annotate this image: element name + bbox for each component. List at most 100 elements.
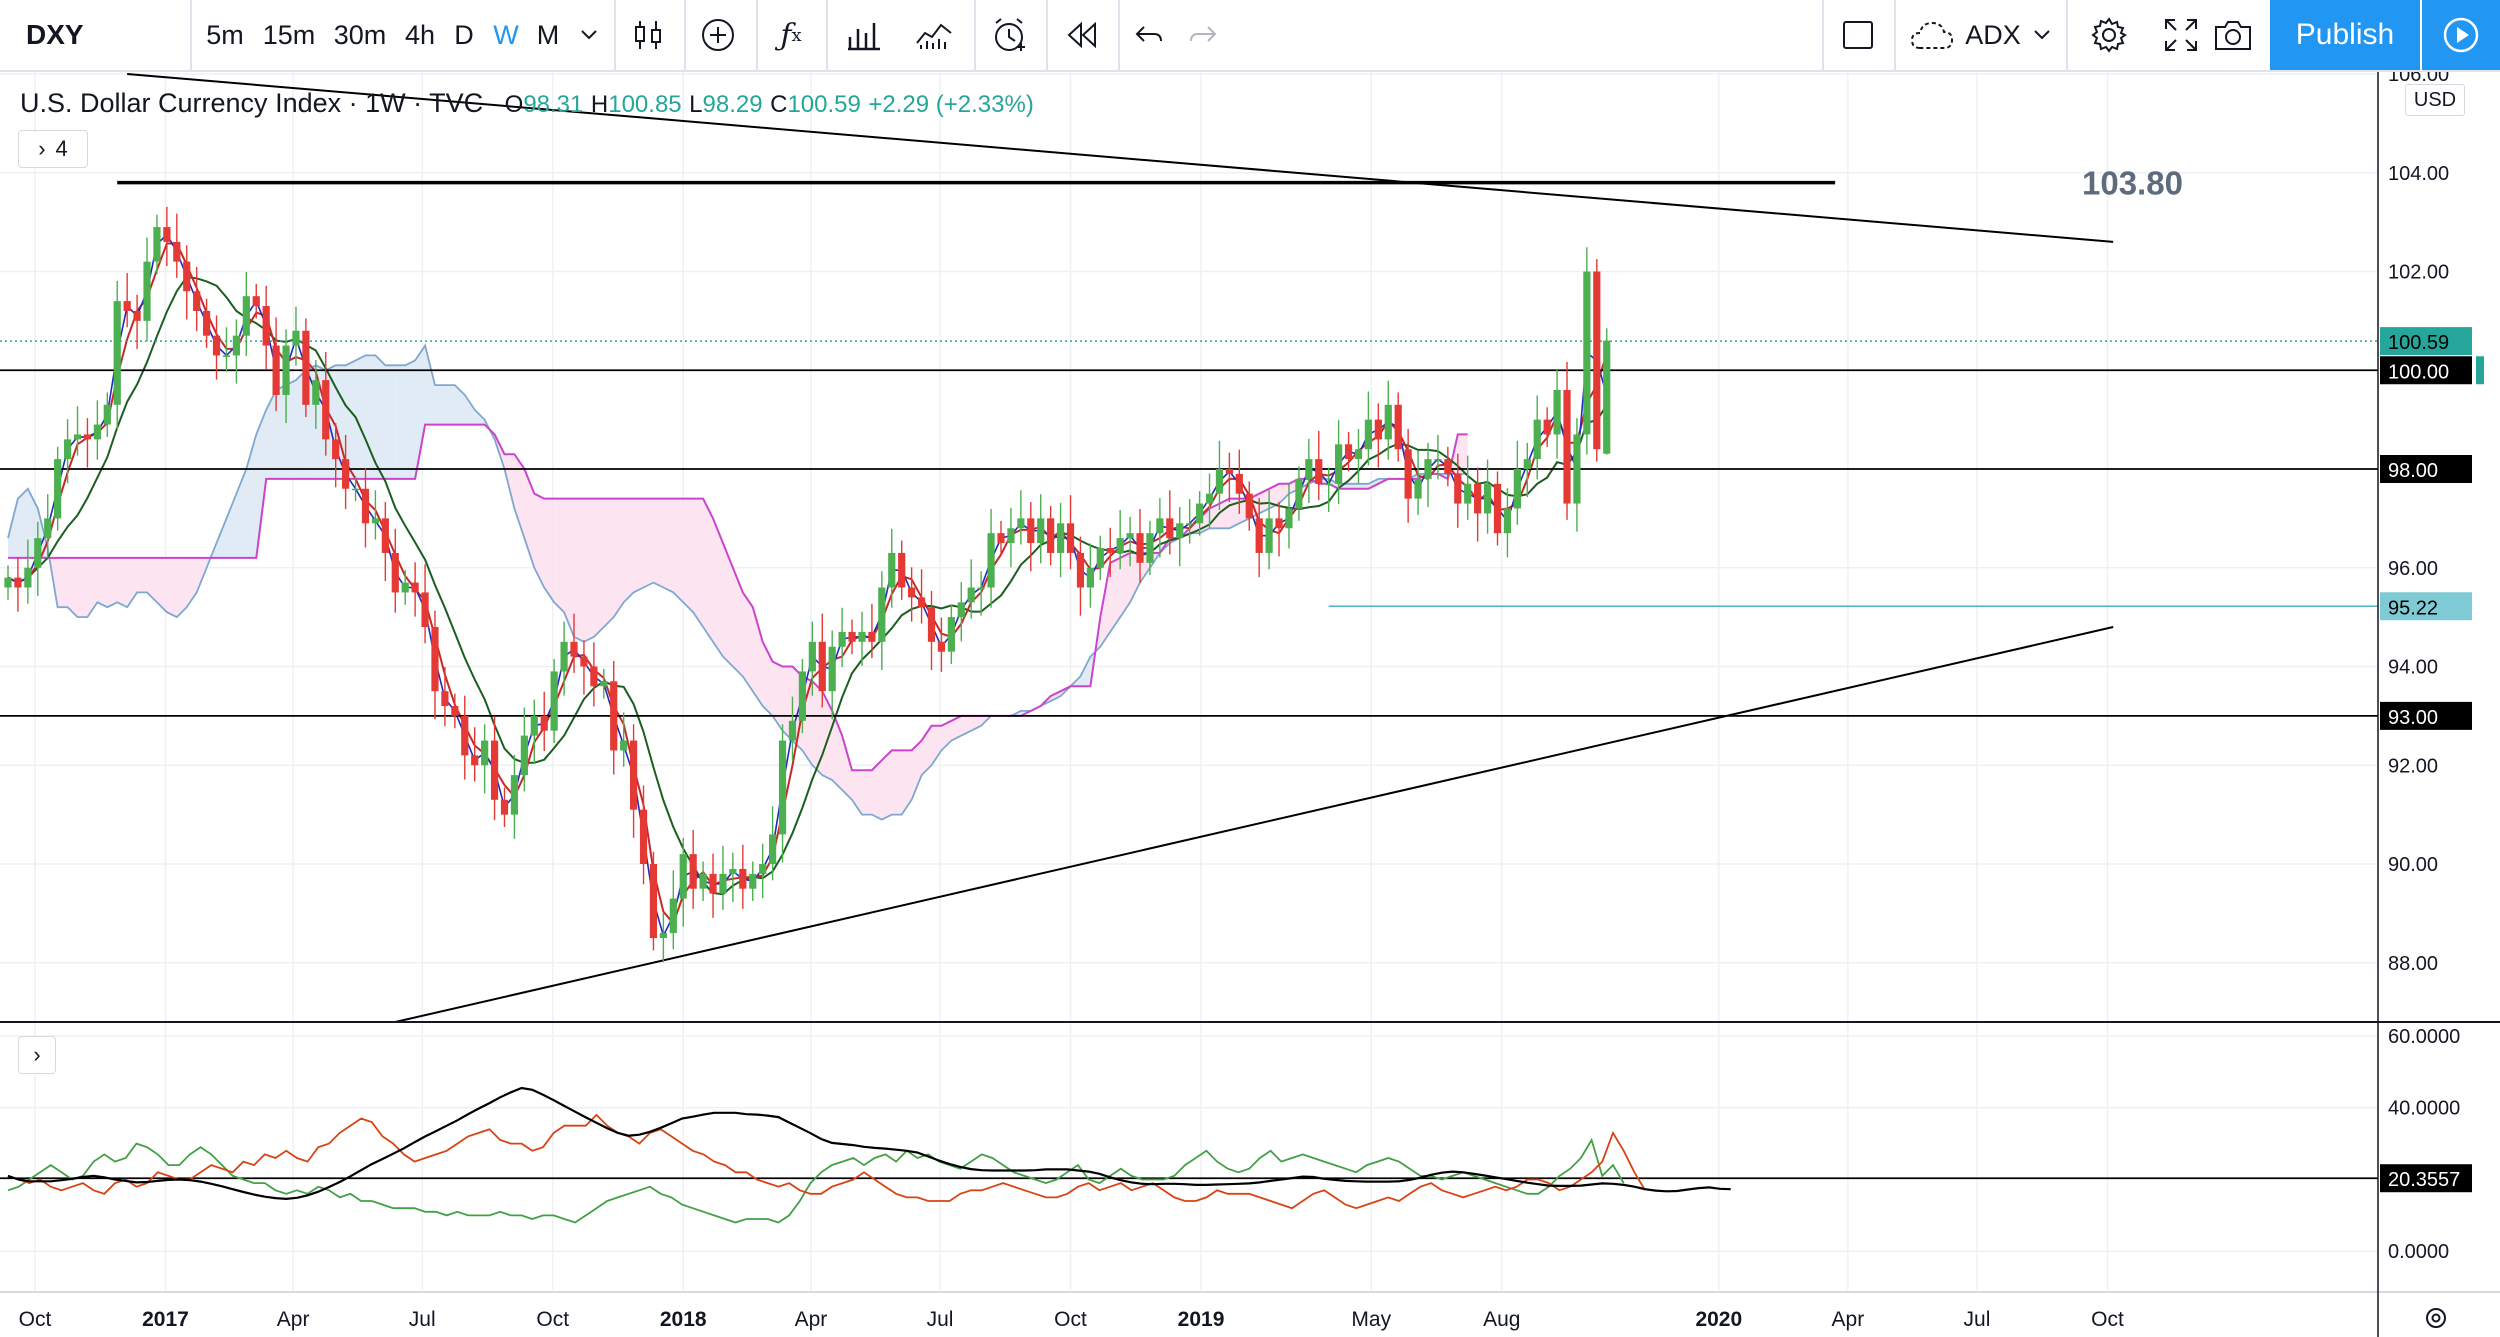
interval-5m[interactable]: 5m: [206, 19, 244, 50]
candle: [1086, 543, 1094, 608]
candle: [828, 630, 836, 720]
candle-body: [858, 631, 866, 642]
candle-body: [133, 311, 141, 321]
candle: [1464, 455, 1472, 520]
candle-body: [1176, 523, 1184, 539]
candle: [699, 861, 707, 902]
adx-level-tag: 20.3557: [2388, 1169, 2460, 1191]
candle: [212, 315, 221, 380]
compare-icon[interactable]: [834, 0, 894, 70]
candle-body: [232, 335, 240, 356]
cloud-segment: [593, 498, 604, 637]
cloud-segment: [931, 725, 942, 766]
price-tick-label: 106.00: [2388, 72, 2449, 86]
candle-body: [937, 641, 946, 652]
interval-15m[interactable]: 15m: [262, 19, 316, 50]
candles-icon[interactable]: [622, 0, 674, 70]
adx-legend-toggle-button[interactable]: ›: [18, 1036, 56, 1074]
undo-icon[interactable]: [1126, 0, 1172, 70]
alert-icon[interactable]: [982, 0, 1038, 70]
candle: [44, 494, 52, 559]
interval-d[interactable]: D: [454, 19, 474, 50]
candle-body: [987, 533, 995, 588]
candle-body: [361, 488, 370, 524]
interval-30m[interactable]: 30m: [333, 19, 387, 50]
candle: [1533, 395, 1541, 480]
cloud-segment: [514, 454, 525, 539]
candle-body: [1444, 459, 1452, 474]
candle-body: [1205, 493, 1214, 504]
candle: [242, 271, 250, 356]
candle-body: [828, 646, 836, 692]
chevron-down-icon[interactable]: [2024, 0, 2060, 70]
indicators-toggle-button[interactable]: › 4: [18, 130, 88, 168]
candle: [1186, 499, 1194, 544]
interval-w[interactable]: W: [493, 19, 519, 50]
cloud-segment: [57, 557, 68, 608]
candle-body: [957, 602, 965, 618]
cloud-segment: [1100, 562, 1111, 647]
chart-area[interactable]: 103.80 106.00 104.00 102.00 100.00 98.00 96.00…: [0, 72, 2500, 1337]
candle-body: [1483, 483, 1492, 514]
replay-icon[interactable]: [1054, 0, 1110, 70]
cloud-segment: [554, 498, 565, 613]
cloud-segment: [8, 498, 18, 558]
candle-body: [947, 617, 955, 652]
play-icon[interactable]: [2422, 0, 2500, 70]
interval-m[interactable]: M: [536, 19, 560, 50]
cloud-segment: [911, 740, 922, 800]
candle-body: [1434, 459, 1442, 461]
candle: [421, 564, 429, 644]
candle: [322, 351, 330, 456]
close-value: 100.59: [787, 91, 861, 118]
indicators-icon[interactable]: [904, 0, 964, 70]
redo-icon[interactable]: [1180, 0, 1226, 70]
candle-body: [659, 933, 667, 939]
candle: [1603, 328, 1611, 455]
candle: [1424, 442, 1432, 508]
cloud-icon[interactable]: [1902, 0, 1962, 70]
cloud-segment: [236, 469, 247, 558]
candle: [759, 843, 767, 899]
close-label: C: [770, 91, 788, 118]
candle-body: [4, 577, 12, 588]
candle-body: [252, 296, 260, 307]
candle-body: [1563, 390, 1571, 504]
indicator-template[interactable]: ADX: [1965, 19, 2021, 50]
candle-body: [103, 404, 111, 425]
symbol-title: U.S. Dollar Currency Index · 1W · TVC: [20, 88, 484, 118]
candle: [1305, 438, 1313, 504]
cloud-segment: [683, 498, 694, 613]
candle: [1454, 453, 1462, 528]
interval-4h[interactable]: 4h: [404, 19, 436, 50]
camera-icon[interactable]: [2198, 0, 2268, 70]
chevron-down-icon[interactable]: [572, 0, 606, 70]
candle: [272, 317, 280, 412]
publish-button[interactable]: Publish: [2270, 0, 2420, 70]
time-tick-label: Jul: [409, 1308, 436, 1331]
cloud-segment: [941, 720, 952, 751]
cloud-segment: [87, 557, 98, 618]
symbol-search[interactable]: DXY: [26, 19, 84, 50]
candle-body: [1225, 469, 1233, 474]
gear-icon[interactable]: [2426, 1308, 2446, 1328]
level-tag-98-bg: [2380, 455, 2472, 483]
candle-body: [818, 641, 826, 692]
candle: [1414, 450, 1422, 515]
fullscreen-icon[interactable]: [2146, 0, 2216, 70]
candle: [282, 329, 290, 424]
candle: [649, 851, 658, 951]
candle: [54, 446, 62, 531]
candle: [1374, 403, 1382, 468]
cloud-segment: [633, 498, 644, 593]
cloud-segment: [266, 390, 277, 479]
plus-circle-icon[interactable]: [692, 0, 744, 70]
gear-icon[interactable]: [2074, 0, 2144, 70]
high-label: H: [590, 91, 609, 118]
toolbar-divider: [1118, 0, 1120, 70]
time-tick-label: Oct: [19, 1308, 52, 1331]
candle-body: [153, 227, 161, 262]
candle-body: [977, 587, 985, 589]
rectangle-icon[interactable]: [1830, 0, 1886, 70]
